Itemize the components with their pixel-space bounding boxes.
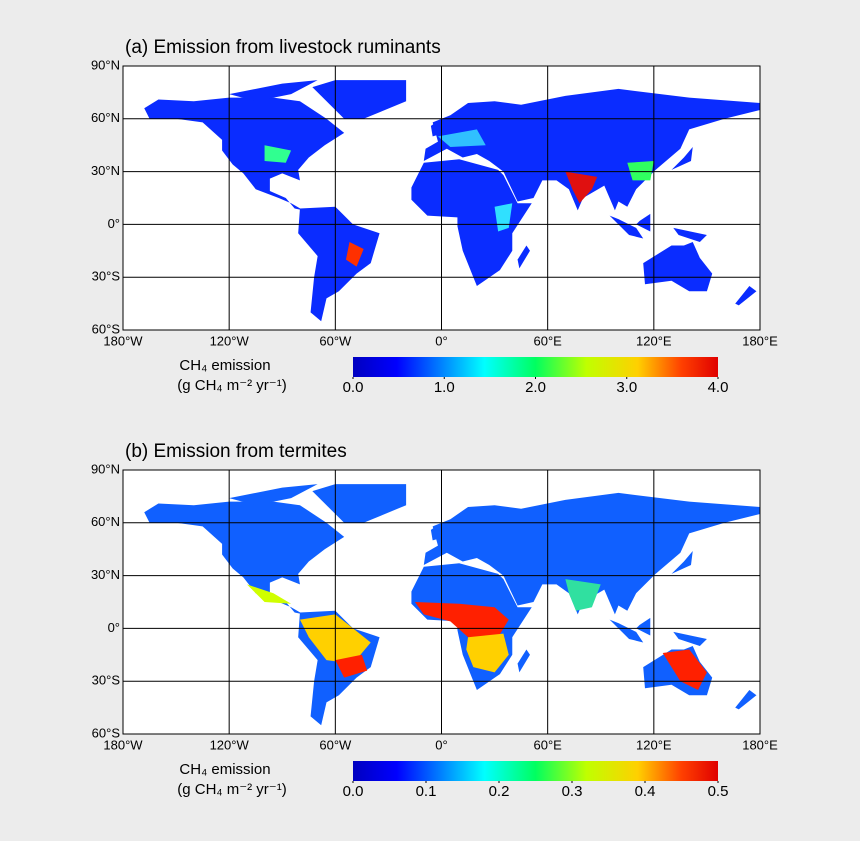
- lon-tick-label: 180°E: [742, 737, 778, 752]
- map-frame: [122, 469, 761, 735]
- lat-tick-label: 30°S: [92, 673, 121, 688]
- lat-tick-label: 0°: [108, 216, 120, 231]
- colorbar-label: CH₄ emission: [179, 357, 270, 374]
- colorbar-units: (g CH₄ m⁻² yr⁻¹): [177, 781, 286, 798]
- colorbar-tick-label: 0.5: [708, 783, 729, 800]
- lat-tick-label: 60°S: [92, 321, 121, 336]
- colorbar-tick-label: 0.3: [562, 783, 583, 800]
- lat-tick-label: 30°S: [92, 269, 121, 284]
- lon-tick-label: 180°W: [103, 333, 143, 348]
- panel-title: (b) Emission from termites: [125, 441, 347, 462]
- colorbar-tick-label: 2.0: [525, 379, 546, 396]
- lon-tick-label: 120°E: [636, 333, 672, 348]
- lat-tick-label: 30°N: [91, 163, 120, 178]
- lon-tick-label: 60°E: [533, 737, 562, 752]
- map-panel: (b) Emission from termites 180°W 120°W 60°W…: [91, 441, 778, 800]
- colorbar-tick-label: 0.4: [635, 783, 656, 800]
- lat-tick-label: 90°N: [91, 461, 120, 476]
- lat-tick-label: 0°: [108, 620, 120, 635]
- lon-tick-label: 120°E: [636, 737, 672, 752]
- lon-tick-label: 0°: [435, 737, 447, 752]
- colorbar-tick-label: 4.0: [708, 379, 729, 396]
- lon-tick-label: 60°W: [319, 737, 352, 752]
- lon-tick-label: 60°W: [319, 333, 352, 348]
- colorbar-tick-label: 0.1: [416, 783, 437, 800]
- lat-tick-label: 60°S: [92, 725, 121, 740]
- lat-tick-label: 90°N: [91, 57, 120, 72]
- colorbar-label: CH₄ emission: [179, 761, 270, 778]
- colorbar: [353, 357, 718, 377]
- colorbar-tick-label: 0.2: [489, 783, 510, 800]
- map-panel: (a) Emission from livestock ruminants 180…: [91, 37, 778, 396]
- lon-tick-label: 180°W: [103, 737, 143, 752]
- colorbar-tick-label: 1.0: [434, 379, 455, 396]
- colorbar: [353, 761, 718, 781]
- lon-tick-label: 120°W: [210, 333, 250, 348]
- lon-tick-label: 120°W: [210, 737, 250, 752]
- lat-tick-label: 60°N: [91, 514, 120, 529]
- lon-tick-label: 180°E: [742, 333, 778, 348]
- lat-tick-label: 60°N: [91, 110, 120, 125]
- lat-tick-label: 30°N: [91, 567, 120, 582]
- map-frame: [122, 65, 761, 331]
- colorbar-tick-label: 3.0: [616, 379, 637, 396]
- lon-tick-label: 60°E: [533, 333, 562, 348]
- lon-tick-label: 0°: [435, 333, 447, 348]
- panel-title: (a) Emission from livestock ruminants: [125, 37, 441, 58]
- colorbar-tick-label: 0.0: [343, 379, 364, 396]
- colorbar-units: (g CH₄ m⁻² yr⁻¹): [177, 377, 286, 394]
- colorbar-tick-label: 0.0: [343, 783, 364, 800]
